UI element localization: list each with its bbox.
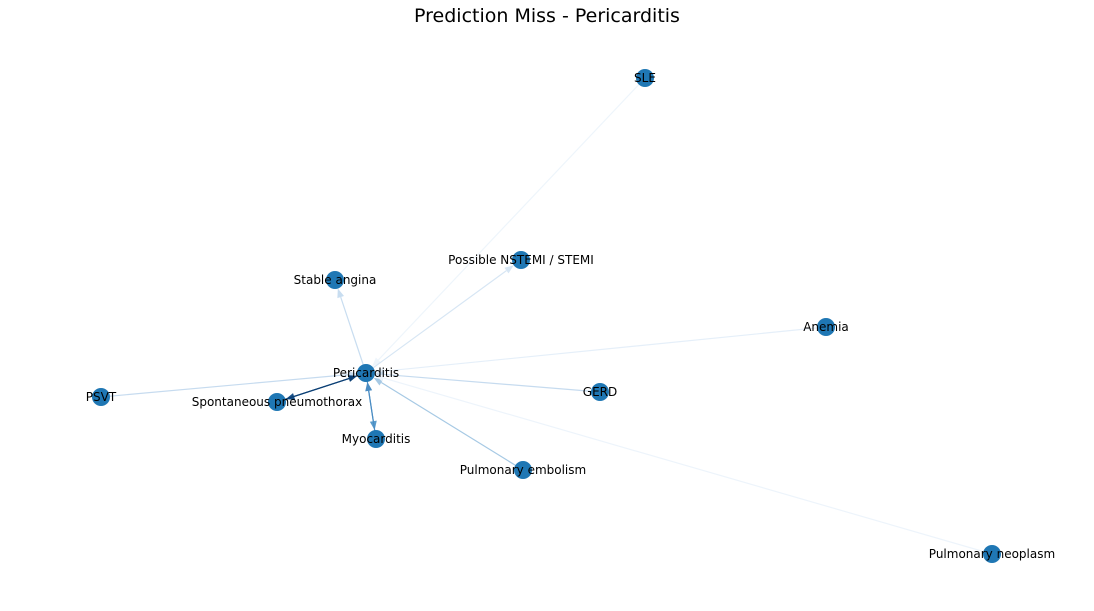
edge-anemia-to-pericarditis [383, 326, 827, 372]
node-label-pulmonary-embolism: Pulmonary embolism [460, 463, 586, 477]
edge-pneumothorax-to-pericarditis [276, 378, 350, 403]
node-label-pulmonary-neoplasm: Pulmonary neoplasm [929, 547, 1055, 561]
label-layer: Pericarditis SLE Possible NSTEMI / STEMI St… [86, 71, 1055, 561]
arrowhead-myocarditis-to-pericarditis [365, 381, 373, 392]
node-psvt [92, 388, 110, 406]
edge-pericarditis-to-nstemi [365, 270, 507, 374]
node-label-stable-angina: Stable angina [294, 273, 377, 287]
arrowhead-pneumothorax-to-pericarditis [347, 375, 358, 382]
edge-sle-to-pericarditis [377, 77, 646, 361]
node-anemia [817, 318, 835, 336]
edge-pulmonary-neoplasm-to-pericarditis [383, 377, 993, 555]
edge-pericarditis-to-stable-angina [340, 296, 367, 374]
node-myocarditis [367, 430, 385, 448]
node-label-myocarditis: Myocarditis [342, 432, 411, 446]
edge-psvt-to-pericarditis [100, 374, 349, 398]
node-layer [92, 69, 1001, 563]
node-label-pneumothorax: Spontaneous pneumothorax [192, 395, 363, 409]
node-sle [636, 69, 654, 87]
node-label-anemia: Anemia [803, 320, 849, 334]
node-pericarditis [357, 364, 375, 382]
edge-pulmonary-embolism-to-pericarditis [380, 381, 524, 471]
arrowhead-sle-to-pericarditis [372, 357, 381, 367]
arrowhead-pericarditis-to-myocarditis [369, 420, 377, 431]
node-label-psvt: PSVT [86, 390, 117, 404]
arrowhead-pericarditis-to-stable-angina [337, 288, 345, 299]
node-pneumothorax [268, 393, 286, 411]
node-label-pericarditis: Pericarditis [333, 366, 399, 380]
edge-gerd-to-pericarditis [383, 373, 601, 393]
node-pulmonary-embolism [514, 461, 532, 479]
arrowhead-pulmonary-neoplasm-to-pericarditis [374, 374, 385, 382]
chart-title: Prediction Miss - Pericarditis [414, 5, 680, 27]
node-label-sle: SLE [634, 71, 656, 85]
node-pulmonary-neoplasm [983, 545, 1001, 563]
edge-layer [100, 77, 993, 555]
arrowhead-pericarditis-to-nstemi [504, 265, 514, 274]
node-stable-angina [326, 271, 344, 289]
node-nstemi [512, 251, 530, 269]
node-gerd [591, 383, 609, 401]
node-label-nstemi: Possible NSTEMI / STEMI [448, 253, 594, 267]
node-label-gerd: GERD [583, 385, 617, 399]
